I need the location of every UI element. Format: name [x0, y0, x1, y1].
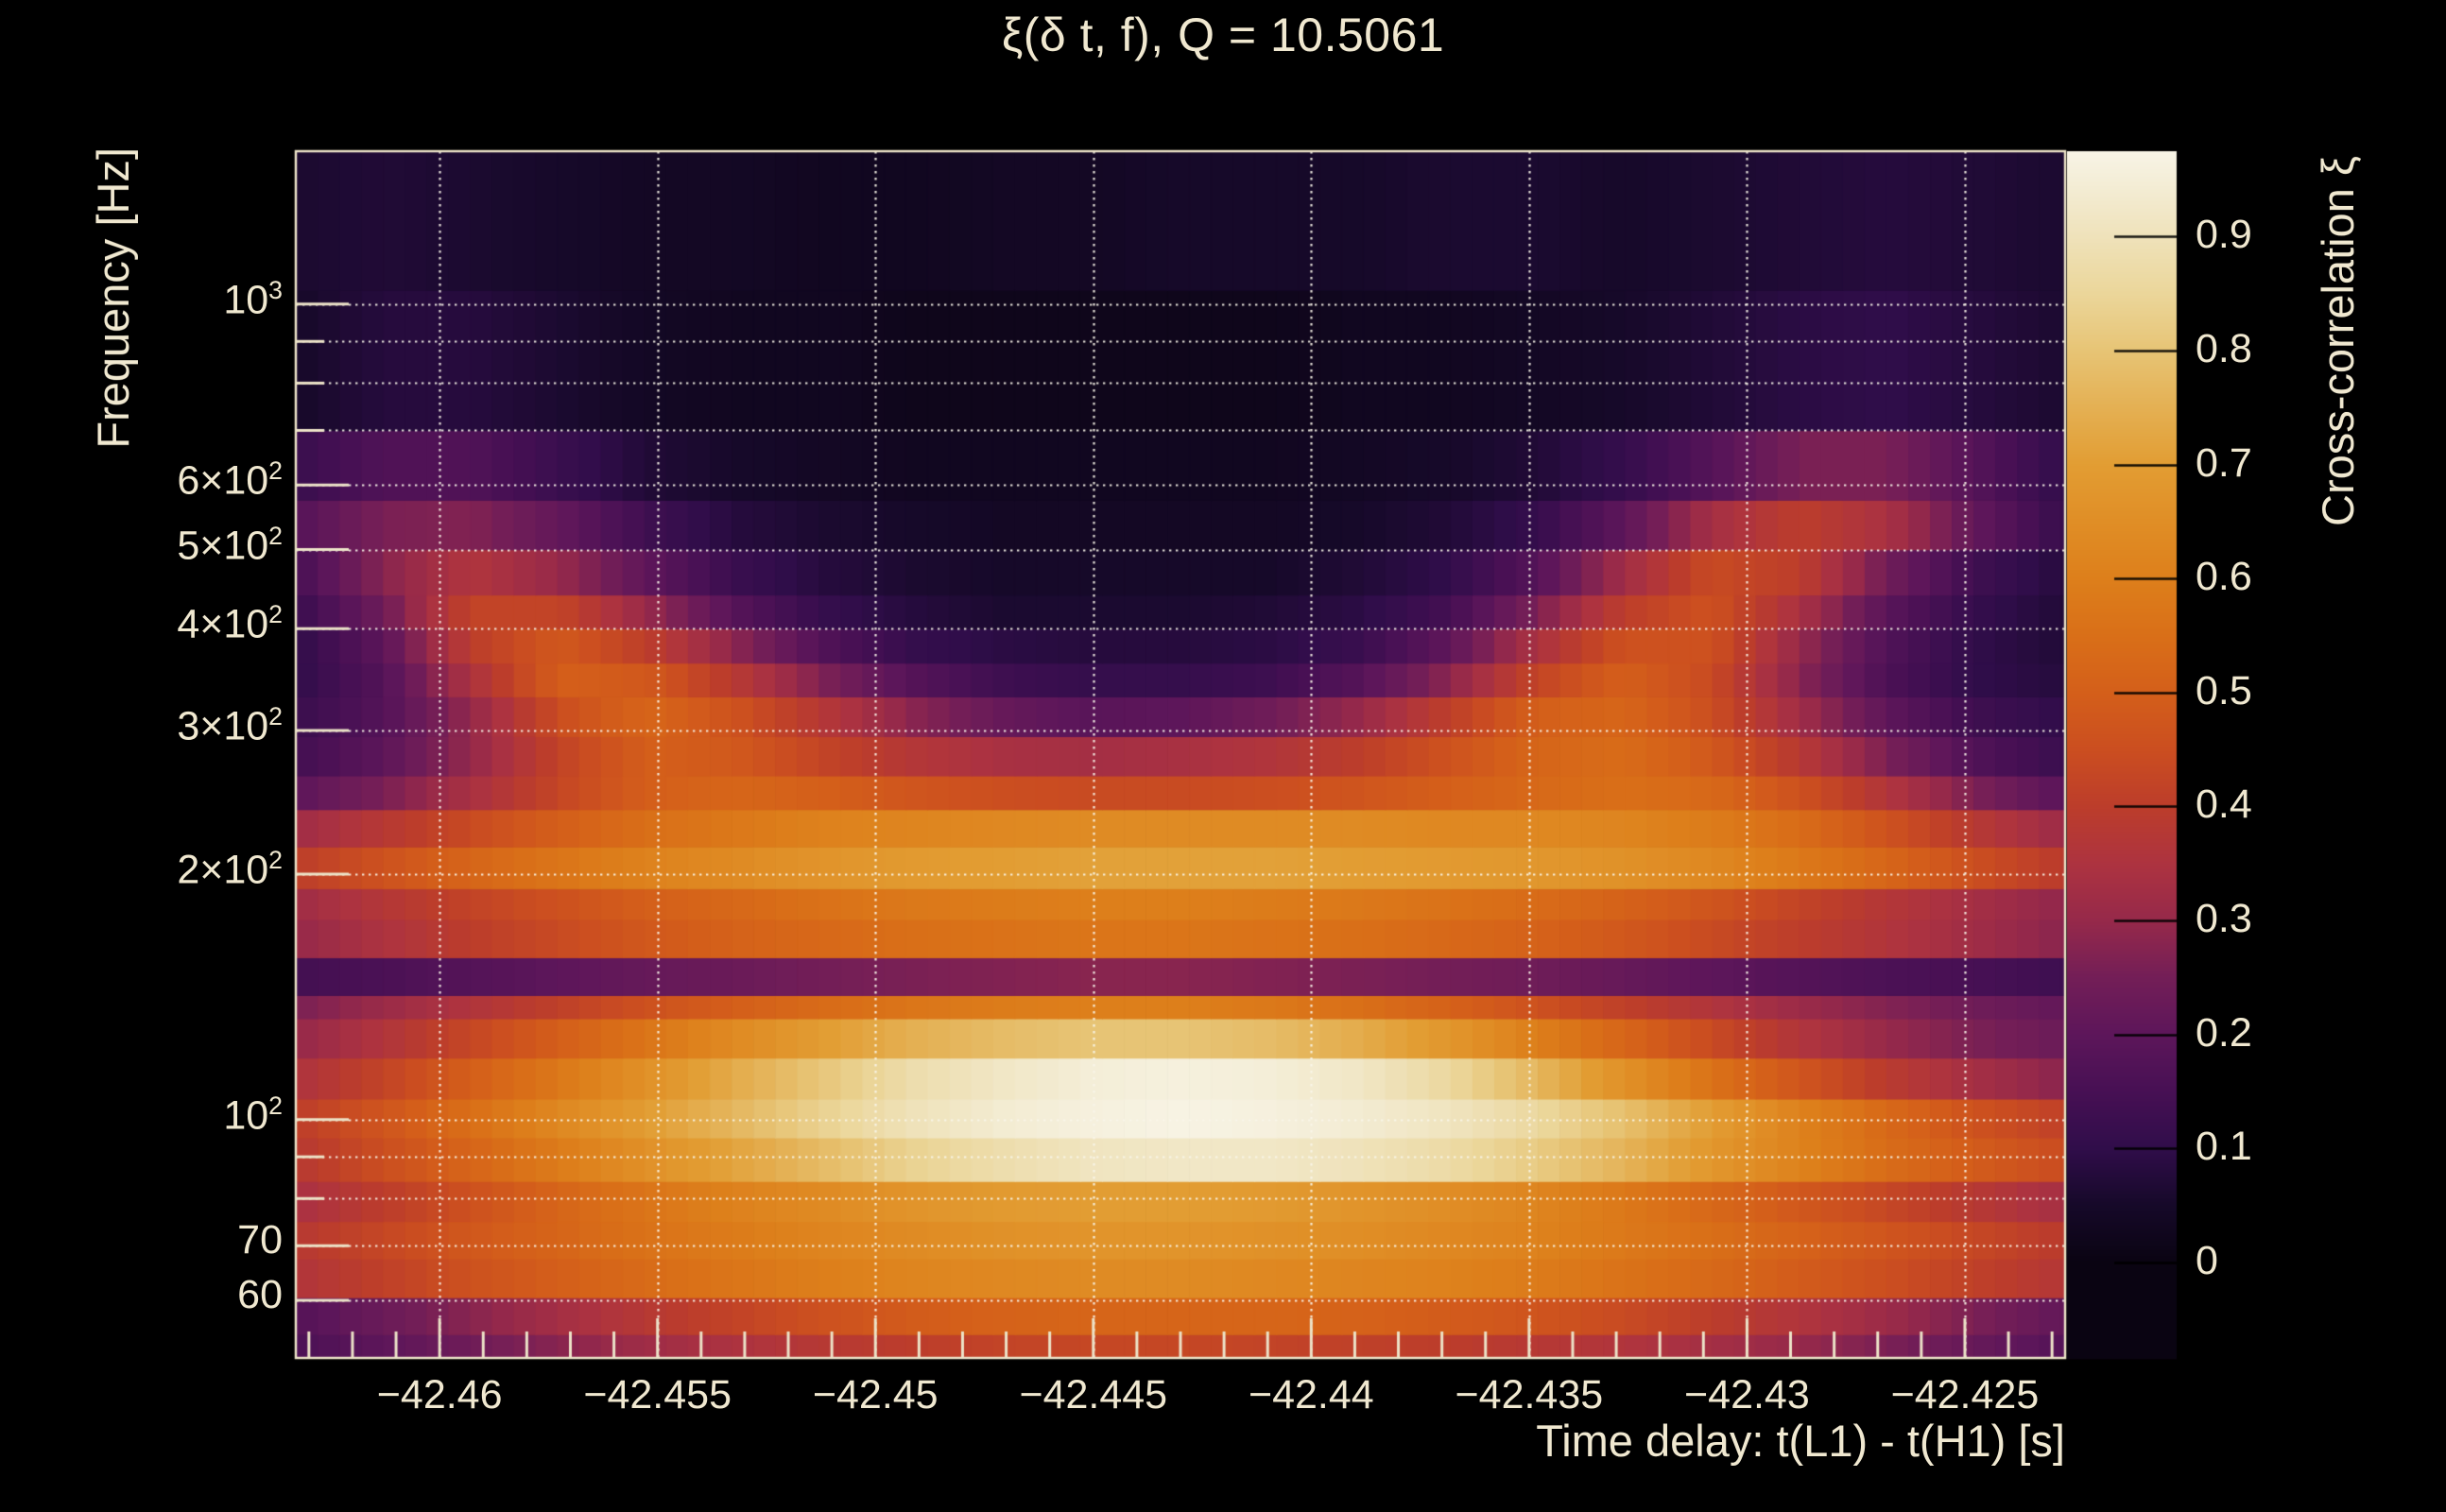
x-tick-label: −42.425: [1890, 1372, 2040, 1418]
colorbar-tick-label: 0: [2196, 1237, 2218, 1283]
x-tick-label: −42.455: [583, 1372, 732, 1418]
colorbar-title: Cross-correlation ξ: [2313, 156, 2363, 526]
y-tick-label: 60: [237, 1272, 283, 1318]
colorbar-tick-label: 0.9: [2196, 212, 2252, 258]
x-tick-label: −42.43: [1684, 1372, 1810, 1418]
colorbar-tick-label: 0.2: [2196, 1009, 2252, 1056]
x-tick-label: −42.435: [1455, 1372, 1604, 1418]
colorbar-tick-label: 0.6: [2196, 554, 2252, 600]
colorbar-tick-label: 0.3: [2196, 895, 2252, 941]
y-tick-label: 6×102: [177, 456, 283, 504]
plot-title: ξ(δ t, f), Q = 10.5061: [1001, 9, 1445, 61]
y-tick-label: 5×102: [177, 521, 283, 568]
x-tick-label: −42.44: [1248, 1372, 1374, 1418]
y-tick-label: 2×102: [177, 845, 283, 893]
x-tick-label: −42.445: [1019, 1372, 1168, 1418]
x-tick-label: −42.45: [812, 1372, 939, 1418]
y-tick-label: 103: [223, 275, 283, 323]
colorbar-tick-label: 0.8: [2196, 326, 2252, 372]
y-tick-label: 70: [237, 1217, 283, 1263]
x-axis-title: Time delay: t(L1) - t(H1) [s]: [1536, 1416, 2065, 1466]
y-tick-label: 4×102: [177, 600, 283, 647]
colorbar-tick-label: 0.7: [2196, 439, 2252, 486]
y-tick-label: 102: [223, 1091, 283, 1138]
colorbar-tick-label: 0.1: [2196, 1124, 2252, 1170]
y-axis-title: Frequency [Hz]: [88, 147, 138, 449]
x-tick-label: −42.46: [376, 1372, 503, 1418]
colorbar-tick-label: 0.4: [2196, 782, 2252, 828]
y-tick-label: 3×102: [177, 701, 283, 749]
colorbar-tick-label: 0.5: [2196, 667, 2252, 713]
